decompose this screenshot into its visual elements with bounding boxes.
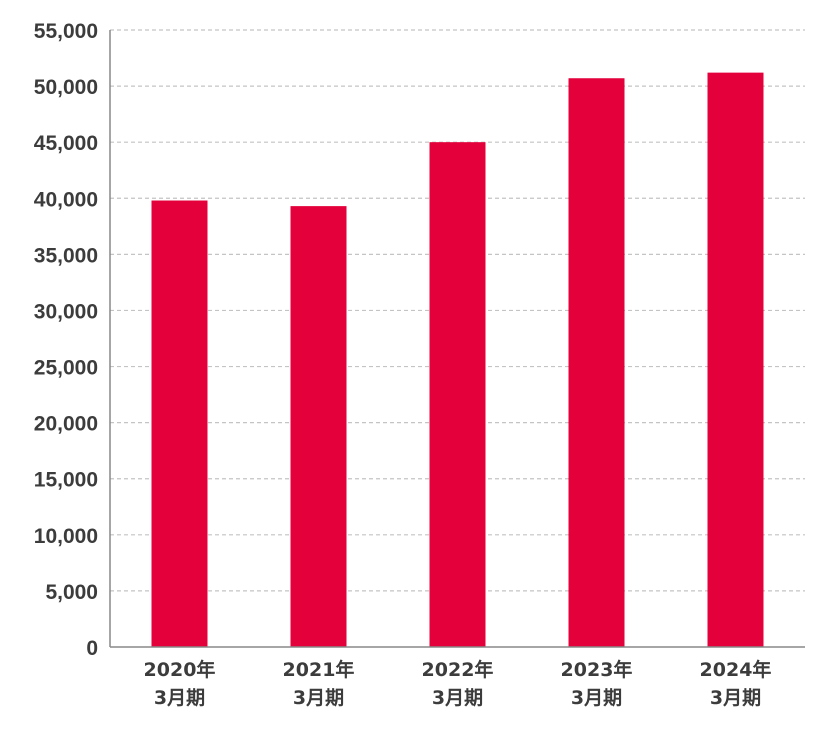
- x-tick-label: 3月期: [710, 687, 761, 709]
- x-tick-label: 2020年: [144, 658, 216, 681]
- x-tick-label: 2023年: [561, 658, 633, 681]
- y-tick-label: 0: [86, 637, 98, 660]
- x-tick-label: 3月期: [432, 687, 483, 709]
- y-tick-label: 40,000: [34, 188, 98, 211]
- x-tick-label: 3月期: [571, 687, 622, 709]
- y-tick-label: 35,000: [34, 244, 98, 267]
- x-tick-label: 3月期: [293, 687, 344, 709]
- y-tick-label: 25,000: [34, 357, 98, 380]
- bar: [290, 206, 347, 647]
- y-tick-label: 10,000: [34, 525, 98, 548]
- bars: [151, 72, 764, 648]
- x-tick-label: 3月期: [154, 687, 205, 709]
- y-tick-label: 5,000: [45, 581, 98, 604]
- gridlines: [110, 29, 805, 592]
- bar: [429, 142, 486, 647]
- bar: [151, 200, 208, 647]
- x-tick-label: 2022年: [422, 658, 494, 681]
- y-tick-label: 15,000: [34, 469, 98, 492]
- y-axis-ticks: 0 5,000 10,000 15,000 20,000 25,000 30,000 35,0…: [34, 20, 98, 660]
- y-tick-label: 30,000: [34, 300, 98, 323]
- y-tick-label: 45,000: [34, 132, 98, 155]
- y-tick-label: 20,000: [34, 413, 98, 436]
- bar: [707, 72, 764, 647]
- y-tick-label: 50,000: [34, 76, 98, 99]
- x-axis-ticks: 2020年 3月期 2021年 3月期 2022年 3月期 2023年 3月期 2024年 3月期: [144, 658, 772, 709]
- y-tick-label: 55,000: [34, 20, 98, 43]
- x-tick-label: 2021年: [283, 658, 355, 681]
- x-tick-label: 2024年: [700, 658, 772, 681]
- bar: [568, 78, 625, 648]
